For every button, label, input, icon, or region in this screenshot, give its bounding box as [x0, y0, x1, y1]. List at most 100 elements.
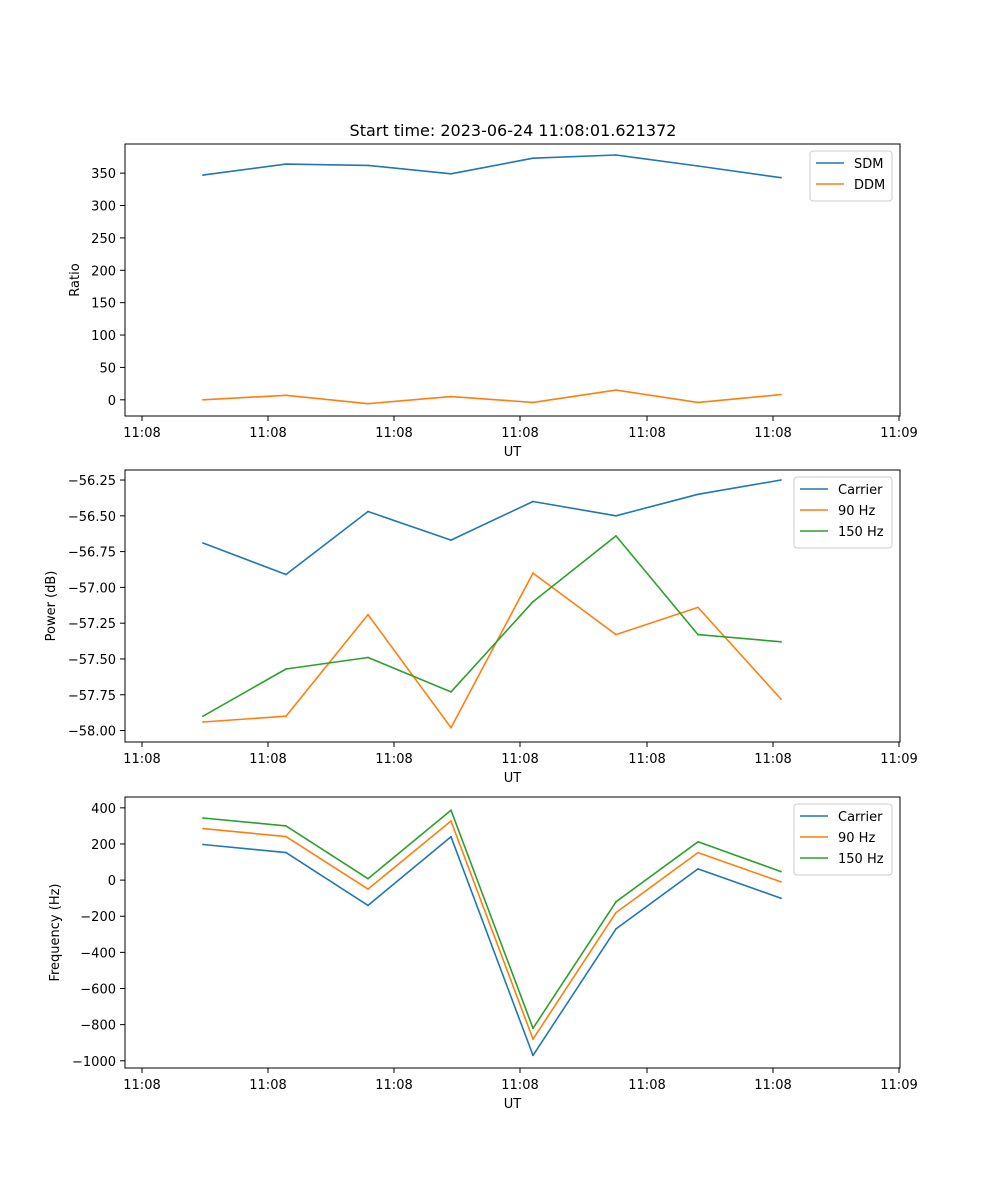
data-point [450, 172, 452, 175]
y-tick-label: 200 [91, 838, 116, 853]
data-point [615, 633, 617, 636]
legend-label: DDM [854, 178, 885, 193]
data-point [532, 157, 534, 160]
data-point [697, 493, 699, 496]
x-tick-label: 11:08 [123, 752, 160, 767]
data-point [285, 163, 287, 166]
legend-label: 150 Hz [838, 525, 884, 540]
data-point [532, 572, 534, 574]
data-point [697, 868, 699, 870]
y-tick-label: 0 [108, 394, 116, 409]
legend: Carrier 90 Hz 150 Hz [793, 803, 893, 876]
x-tick-label: 11:08 [754, 1078, 791, 1093]
axes-frame [124, 796, 901, 1069]
legend-label: 150 Hz [838, 852, 884, 867]
data-point [202, 398, 204, 401]
y-tick-label: −600 [80, 983, 116, 998]
x-tick-label: 11:08 [375, 1078, 412, 1093]
x-tick-label: 11:09 [880, 1078, 917, 1093]
y-axis-label: Frequency (Hz) [48, 883, 63, 981]
x-tick-label: 11:08 [123, 1078, 160, 1093]
y-axis-label: Ratio [68, 263, 83, 296]
data-point [697, 165, 699, 167]
y-tick-label: −56.75 [68, 546, 116, 561]
y-tick-label: −57.50 [68, 653, 116, 668]
data-point [285, 851, 287, 854]
y-tick-label: 250 [91, 232, 116, 247]
y-tick-label: −1000 [72, 1055, 116, 1070]
x-tick-label: 11:08 [375, 426, 412, 441]
x-axis-label: UT [504, 445, 522, 460]
data-point [285, 668, 287, 670]
y-tick-label: 400 [91, 802, 116, 817]
y-tick-label: −57.25 [68, 617, 116, 632]
data-point [532, 1054, 534, 1057]
series-line-sdm [202, 154, 782, 179]
data-point [202, 817, 204, 819]
data-point [285, 715, 287, 718]
power-subplot: 11:08 11:08 11:08 11:08 11:08 11:08 11:09 UT −58… [44, 469, 918, 786]
series-line-150-hz [202, 535, 782, 717]
x-tick-label: 11:08 [628, 426, 665, 441]
legend-label: Carrier [838, 810, 883, 825]
data-point [367, 510, 369, 513]
data-point [697, 633, 699, 636]
data-point [697, 401, 699, 404]
y-tick-label: 50 [99, 361, 116, 376]
x-tick-label: 11:08 [501, 752, 538, 767]
data-point [450, 395, 452, 398]
data-point [780, 640, 782, 643]
x-tick-label: 11:08 [628, 1078, 665, 1093]
x-axis-label: UT [504, 771, 522, 786]
x-tick-label: 11:08 [123, 426, 160, 441]
y-tick-label: 300 [91, 200, 116, 215]
data-point [780, 881, 782, 883]
data-point [532, 600, 534, 603]
data-point [532, 1027, 534, 1030]
data-point [780, 479, 782, 481]
data-point [780, 176, 782, 179]
x-tick-label: 11:08 [249, 426, 286, 441]
series-line-ddm [202, 389, 782, 405]
series-line-150-hz [202, 809, 782, 1030]
ratio-subplot: 11:08 11:08 11:08 11:08 11:08 11:08 11:09 UT 0 50… [68, 143, 918, 460]
x-axis-label: UT [504, 1097, 522, 1112]
data-point [615, 911, 617, 914]
data-point [450, 726, 452, 729]
series-line-carrier [202, 835, 782, 1057]
data-point [615, 535, 617, 537]
data-point [697, 840, 699, 843]
data-point [202, 827, 204, 830]
legend: Carrier 90 Hz 150 Hz [793, 476, 893, 549]
y-tick-label: −58.00 [68, 725, 116, 740]
data-point [202, 843, 204, 846]
data-point [450, 691, 452, 693]
legend-label: Carrier [838, 483, 883, 498]
data-point [450, 539, 452, 541]
data-point [615, 928, 617, 930]
data-point [285, 394, 287, 397]
y-tick-label: 100 [91, 329, 116, 344]
x-tick-label: 11:09 [880, 752, 917, 767]
data-point [367, 613, 369, 616]
data-point [202, 542, 204, 544]
data-point [367, 656, 369, 659]
y-tick-label: 150 [91, 297, 116, 312]
data-point [367, 888, 369, 890]
y-tick-label: −200 [80, 910, 116, 925]
x-tick-label: 11:09 [880, 426, 917, 441]
data-point [285, 835, 287, 838]
y-tick-label: −57.75 [68, 689, 116, 704]
data-point [615, 514, 617, 517]
axes-frame [124, 143, 901, 417]
data-point [780, 698, 782, 700]
data-point [532, 401, 534, 404]
y-axis-label: Power (dB) [44, 571, 59, 642]
data-point [615, 389, 617, 391]
legend-label: 90 Hz [838, 504, 875, 519]
x-tick-label: 11:08 [501, 426, 538, 441]
y-tick-label: −800 [80, 1019, 116, 1034]
legend-label: 90 Hz [838, 831, 875, 846]
data-point [450, 809, 452, 812]
